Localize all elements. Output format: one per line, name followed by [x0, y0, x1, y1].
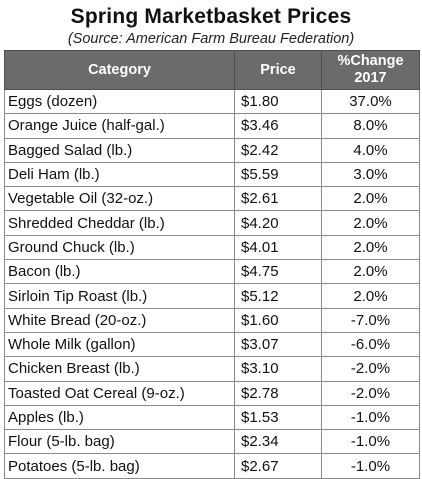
table-row: Chicken Breast (lb.) $3.10 -2.0%	[4, 356, 420, 382]
category-cell: Shredded Cheddar (lb.)	[4, 210, 235, 236]
price-cell: $5.12	[234, 283, 322, 309]
change-cell: 37.0%	[321, 88, 420, 115]
price-cell: $4.20	[234, 210, 322, 236]
header-row: Category Price %Change 2017	[4, 50, 420, 90]
table-row: Apples (lb.) $1.53 -1.0%	[4, 404, 420, 431]
price-cell: $3.46	[234, 113, 322, 139]
table-row: Deli Ham (lb.) $5.59 3.0%	[4, 161, 420, 188]
price-cell: $1.53	[234, 404, 322, 431]
change-cell: 2.0%	[321, 234, 420, 261]
category-cell: Bagged Salad (lb.)	[4, 137, 235, 163]
change-cell: 2.0%	[321, 186, 420, 212]
table-row: Toasted Oat Cereal (9-oz.) $2.78 -2.0%	[4, 380, 420, 406]
header-category: Category	[4, 50, 235, 90]
change-cell: -2.0%	[321, 380, 420, 406]
category-cell: Sirloin Tip Roast (lb.)	[4, 283, 235, 309]
price-cell: $2.67	[234, 453, 322, 479]
category-cell: Ground Chuck (lb.)	[4, 234, 235, 261]
price-cell: $2.34	[234, 429, 322, 455]
table-row: Whole Milk (gallon) $3.07 -6.0%	[4, 331, 420, 358]
price-cell: $5.59	[234, 161, 322, 188]
change-cell: -7.0%	[321, 307, 420, 333]
page-title: Spring Marketbasket Prices	[70, 5, 352, 28]
change-cell: -1.0%	[321, 404, 420, 431]
category-cell: Whole Milk (gallon)	[4, 331, 235, 358]
category-cell: Apples (lb.)	[4, 404, 235, 431]
header-change: %Change 2017	[321, 50, 420, 90]
category-cell: Deli Ham (lb.)	[4, 161, 235, 188]
category-cell: Flour (5-lb. bag)	[4, 429, 235, 455]
category-cell: Bacon (lb.)	[4, 259, 235, 285]
price-cell: $2.42	[234, 137, 322, 163]
prices-table: Category Price %Change 2017 Eggs (dozen)…	[4, 50, 420, 479]
table-row: Vegetable Oil (32-oz.) $2.61 2.0%	[4, 186, 420, 212]
category-cell: Vegetable Oil (32-oz.)	[4, 186, 235, 212]
price-cell: $1.80	[234, 88, 322, 115]
price-cell: $2.61	[234, 186, 322, 212]
change-cell: 4.0%	[321, 137, 420, 163]
change-cell: 2.0%	[321, 210, 420, 236]
table-row: Shredded Cheddar (lb.) $4.20 2.0%	[4, 210, 420, 236]
change-cell: 2.0%	[321, 283, 420, 309]
table-row: Flour (5-lb. bag) $2.34 -1.0%	[4, 429, 420, 455]
table-row: Eggs (dozen) $1.80 37.0%	[4, 88, 420, 115]
table-row: Ground Chuck (lb.) $4.01 2.0%	[4, 234, 420, 261]
price-cell: $3.07	[234, 331, 322, 358]
table-row: Potatoes (5-lb. bag) $2.67 -1.0%	[4, 453, 420, 479]
header-price: Price	[234, 50, 322, 90]
change-cell: -2.0%	[321, 356, 420, 382]
source-subtitle: (Source: American Farm Bureau Federation…	[67, 31, 355, 47]
change-cell: 3.0%	[321, 161, 420, 188]
change-cell: 8.0%	[321, 113, 420, 139]
category-cell: Orange Juice (half-gal.)	[4, 113, 235, 139]
price-cell: $4.01	[234, 234, 322, 261]
table-row: Bagged Salad (lb.) $2.42 4.0%	[4, 137, 420, 163]
category-cell: Toasted Oat Cereal (9-oz.)	[4, 380, 235, 406]
change-cell: -1.0%	[321, 453, 420, 479]
table-body: Eggs (dozen) $1.80 37.0% Orange Juice (hal…	[4, 88, 420, 479]
price-cell: $4.75	[234, 259, 322, 285]
table-row: Bacon (lb.) $4.75 2.0%	[4, 259, 420, 285]
price-cell: $1.60	[234, 307, 322, 333]
category-cell: Eggs (dozen)	[4, 88, 235, 115]
category-cell: Potatoes (5-lb. bag)	[4, 453, 235, 479]
price-cell: $3.10	[234, 356, 322, 382]
change-cell: -1.0%	[321, 429, 420, 455]
change-cell: 2.0%	[321, 259, 420, 285]
change-cell: -6.0%	[321, 331, 420, 358]
table-row: Orange Juice (half-gal.) $3.46 8.0%	[4, 113, 420, 139]
price-cell: $2.78	[234, 380, 322, 406]
category-cell: Chicken Breast (lb.)	[4, 356, 235, 382]
table-row: White Bread (20-oz.) $1.60 -7.0%	[4, 307, 420, 333]
table-row: Sirloin Tip Roast (lb.) $5.12 2.0%	[4, 283, 420, 309]
category-cell: White Bread (20-oz.)	[4, 307, 235, 333]
